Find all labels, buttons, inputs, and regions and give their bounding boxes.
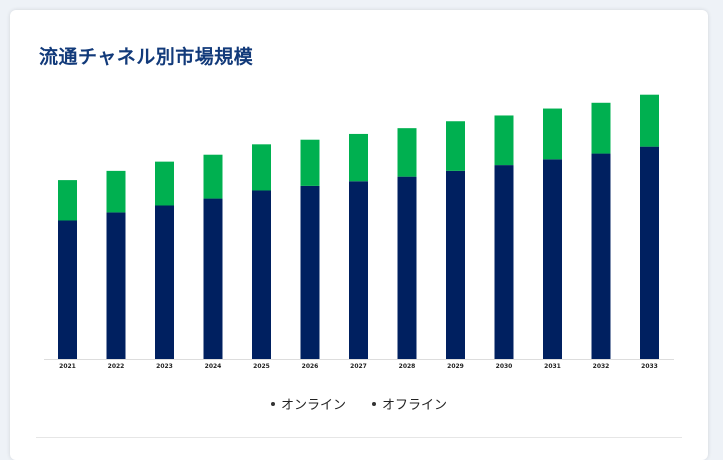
x-tick-label: 2023 <box>156 363 173 370</box>
bar-online-2029[interactable] <box>446 170 465 359</box>
chart-card: 流通チャネル別市場規模 2021 2022 2023 2024 2025 2026 2027… <box>10 10 708 460</box>
bar-offline-2032[interactable] <box>591 102 611 154</box>
bar-online-2023[interactable] <box>155 205 174 359</box>
chart-title: 流通チャネル別市場規模 <box>39 46 254 68</box>
x-tick-label: 2026 <box>302 363 319 370</box>
legend-item-online[interactable]: オンライン <box>270 394 346 413</box>
bar-offline-2027[interactable] <box>349 133 368 182</box>
bar-online-2022[interactable] <box>106 212 126 359</box>
bar-online-2028[interactable] <box>397 176 417 359</box>
bar-online-2030[interactable] <box>494 165 514 359</box>
bar-offline-2022[interactable] <box>106 170 126 213</box>
bar-online-2025[interactable] <box>252 190 271 359</box>
bar-offline-2023[interactable] <box>155 161 174 206</box>
x-tick-label: 2024 <box>205 363 222 370</box>
x-tick-label: 2022 <box>108 363 125 370</box>
bar-online-2026[interactable] <box>300 185 320 359</box>
legend-marker-online <box>270 401 275 406</box>
x-tick-label: 2031 <box>544 363 561 370</box>
card-divider <box>36 437 682 438</box>
bar-offline-2033[interactable] <box>640 94 659 147</box>
bar-online-2021[interactable] <box>58 220 77 360</box>
bar-offline-2021[interactable] <box>58 180 77 221</box>
legend-label-online: オンライン <box>280 398 346 413</box>
x-tick-label: 2030 <box>496 363 513 370</box>
bar-offline-2030[interactable] <box>494 115 514 166</box>
legend-marker-offline <box>372 401 376 406</box>
bar-offline-2029[interactable] <box>446 121 465 171</box>
bar-offline-2024[interactable] <box>203 154 223 199</box>
bar-offline-2028[interactable] <box>397 128 417 177</box>
x-tick-label: 2021 <box>59 363 76 370</box>
bar-offline-2031[interactable] <box>543 108 562 160</box>
bar-online-2024[interactable] <box>203 198 223 359</box>
bar-offline-2026[interactable] <box>300 139 320 186</box>
bar-online-2033[interactable] <box>640 146 659 359</box>
bar-offline-2025[interactable] <box>252 144 271 191</box>
x-tick-label: 2029 <box>447 363 464 370</box>
x-tick-label: 2032 <box>593 363 610 370</box>
chart-legend: オンライン オフライン <box>10 394 708 413</box>
bar-online-2027[interactable] <box>349 181 368 359</box>
legend-label-offline: オフライン <box>382 398 448 413</box>
bar-online-2032[interactable] <box>591 153 611 359</box>
x-tick-label: 2027 <box>350 363 367 370</box>
x-tick-label: 2033 <box>641 363 658 370</box>
bar-chart: 2021 2022 2023 2024 2025 2026 2027 2028 2029 2030… <box>44 94 674 370</box>
bar-online-2031[interactable] <box>543 159 562 359</box>
legend-item-offline[interactable]: オフライン <box>372 394 447 413</box>
x-tick-label: 2028 <box>399 363 416 370</box>
x-tick-label: 2025 <box>253 363 270 370</box>
